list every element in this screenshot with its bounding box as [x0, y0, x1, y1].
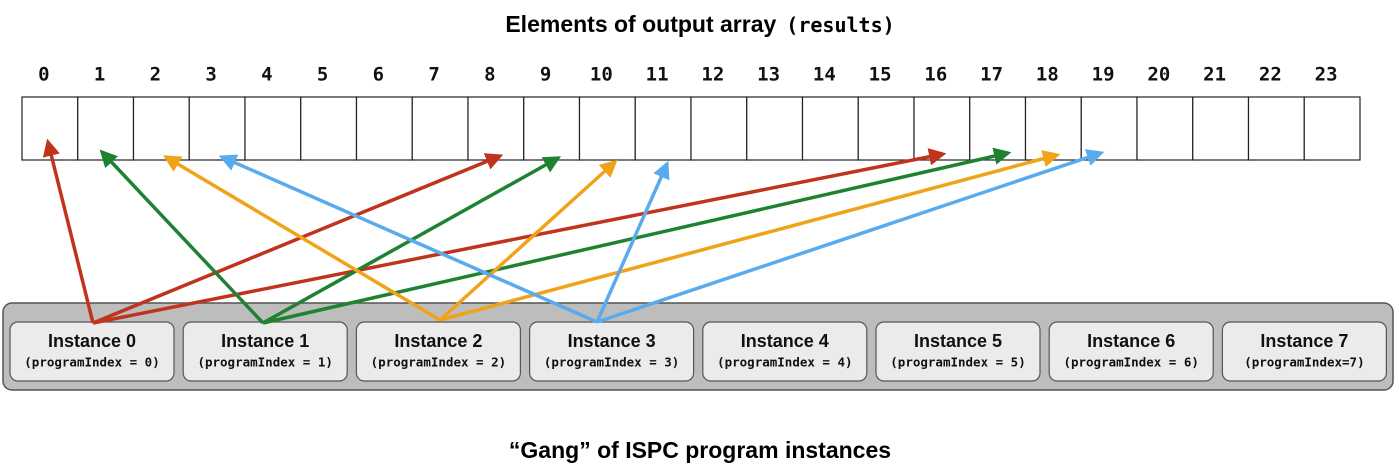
instance-index: (programIndex = 2) [371, 355, 506, 370]
instance-box [1048, 321, 1214, 382]
output-array: 0 1 2 3 4 5 6 7 8 9 10 11 12 13 14 15 16 17 18 19 20 21 22 23 [21, 64, 1361, 161]
array-cell [244, 96, 302, 161]
index-label: 22 [1259, 64, 1282, 86]
arrow [218, 154, 598, 324]
index-label: 13 [757, 64, 780, 86]
array-cell [1136, 96, 1194, 161]
array-cell [132, 96, 190, 161]
index-label: 15 [869, 64, 892, 86]
index-label: 11 [646, 64, 669, 86]
index-label: 6 [373, 64, 384, 86]
arrow [595, 160, 670, 323]
instance-name: Instance 0 [48, 331, 136, 351]
instance-box [875, 321, 1041, 382]
array-cell [634, 96, 692, 161]
index-label: 3 [205, 64, 216, 86]
index-label: 0 [38, 64, 49, 86]
arrow [99, 149, 265, 325]
gang-container [2, 302, 1394, 391]
index-label: 12 [701, 64, 724, 86]
index-label: 4 [261, 64, 272, 86]
index-label: 16 [924, 64, 947, 86]
index-label: 17 [980, 64, 1003, 86]
array-cell [1080, 96, 1138, 161]
index-label: 8 [484, 64, 495, 86]
array-cell [801, 96, 859, 161]
title: Elements of output array (results) [505, 11, 894, 37]
array-cell [746, 96, 804, 161]
array-cell [913, 96, 971, 161]
instance-name: Instance 3 [568, 331, 656, 351]
arrows [42, 138, 1105, 325]
instance-index: (programIndex = 3) [544, 355, 679, 370]
index-label: 2 [150, 64, 161, 86]
instance-name: Instance 1 [221, 331, 309, 351]
index-label: 20 [1147, 64, 1170, 86]
index-label: 23 [1315, 64, 1338, 86]
caption: “Gang” of ISPC program instances [509, 437, 891, 463]
index-label: 1 [94, 64, 105, 86]
array-cell [690, 96, 748, 161]
array-cell [1024, 96, 1082, 161]
array-cell [300, 96, 358, 161]
index-label: 21 [1203, 64, 1226, 86]
title-text: Elements of output array [505, 11, 776, 37]
index-label: 19 [1092, 64, 1115, 86]
instance-name: Instance 7 [1260, 331, 1348, 351]
index-label: 14 [813, 64, 836, 86]
instance-box [528, 321, 695, 382]
arrow [596, 149, 1105, 324]
instance-name: Instance 5 [914, 331, 1002, 351]
array-cell [411, 96, 469, 161]
instance-index: (programIndex = 1) [197, 355, 332, 370]
instance-name: Instance 6 [1087, 331, 1175, 351]
arrow [42, 138, 95, 324]
index-label: 7 [428, 64, 439, 86]
instance-box [1221, 321, 1388, 382]
instance-name: Instance 4 [741, 331, 829, 351]
index-label: 5 [317, 64, 328, 86]
array-cell [467, 96, 525, 161]
instance-index: (programIndex = 0) [24, 355, 159, 370]
instance-name: Instance 2 [394, 331, 482, 351]
arrow [439, 150, 1061, 322]
index-label: 10 [590, 64, 613, 86]
arrow [162, 155, 441, 322]
arrow [92, 153, 504, 325]
instance-index: (programIndex = 5) [890, 355, 1025, 370]
array-cell [523, 96, 581, 161]
instance-box [702, 321, 868, 382]
instance-index: (programIndex=7) [1244, 355, 1364, 370]
array-cell [857, 96, 915, 161]
array-cell [578, 96, 636, 161]
array-cell [77, 96, 135, 161]
instance-index: (programIndex = 4) [717, 355, 852, 370]
array-cell [969, 96, 1027, 161]
array-cell [355, 96, 413, 161]
array-cell [188, 96, 246, 161]
index-label: 18 [1036, 64, 1059, 86]
array-cell [1247, 96, 1305, 161]
arrow [438, 159, 618, 322]
array-cell [1303, 96, 1361, 161]
instance-box [355, 321, 521, 382]
instances: Instance 0 (programIndex = 0) Instance 1 (p… [9, 321, 1388, 382]
index-label: 9 [540, 64, 551, 86]
array-cell [1192, 96, 1250, 161]
instance-index: (programIndex = 6) [1063, 355, 1198, 370]
title-code: (results) [786, 13, 894, 37]
